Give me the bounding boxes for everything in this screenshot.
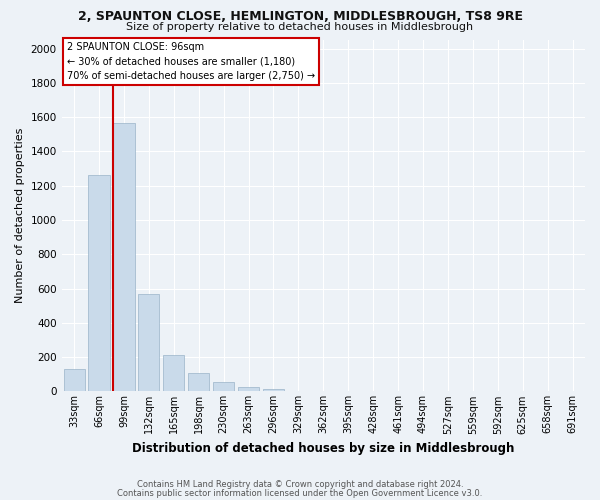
Text: Contains HM Land Registry data © Crown copyright and database right 2024.: Contains HM Land Registry data © Crown c… — [137, 480, 463, 489]
Bar — [263, 389, 284, 392]
Bar — [163, 354, 184, 392]
Bar — [64, 369, 85, 392]
Bar — [213, 382, 234, 392]
X-axis label: Distribution of detached houses by size in Middlesbrough: Distribution of detached houses by size … — [132, 442, 515, 455]
Y-axis label: Number of detached properties: Number of detached properties — [15, 128, 25, 304]
Text: 2, SPAUNTON CLOSE, HEMLINGTON, MIDDLESBROUGH, TS8 9RE: 2, SPAUNTON CLOSE, HEMLINGTON, MIDDLESBR… — [77, 10, 523, 23]
Bar — [138, 294, 160, 392]
Bar — [88, 174, 110, 392]
Text: 2 SPAUNTON CLOSE: 96sqm
← 30% of detached houses are smaller (1,180)
70% of semi: 2 SPAUNTON CLOSE: 96sqm ← 30% of detache… — [67, 42, 315, 82]
Text: Size of property relative to detached houses in Middlesbrough: Size of property relative to detached ho… — [127, 22, 473, 32]
Text: Contains public sector information licensed under the Open Government Licence v3: Contains public sector information licen… — [118, 488, 482, 498]
Bar — [238, 387, 259, 392]
Bar — [113, 123, 134, 392]
Bar — [188, 374, 209, 392]
